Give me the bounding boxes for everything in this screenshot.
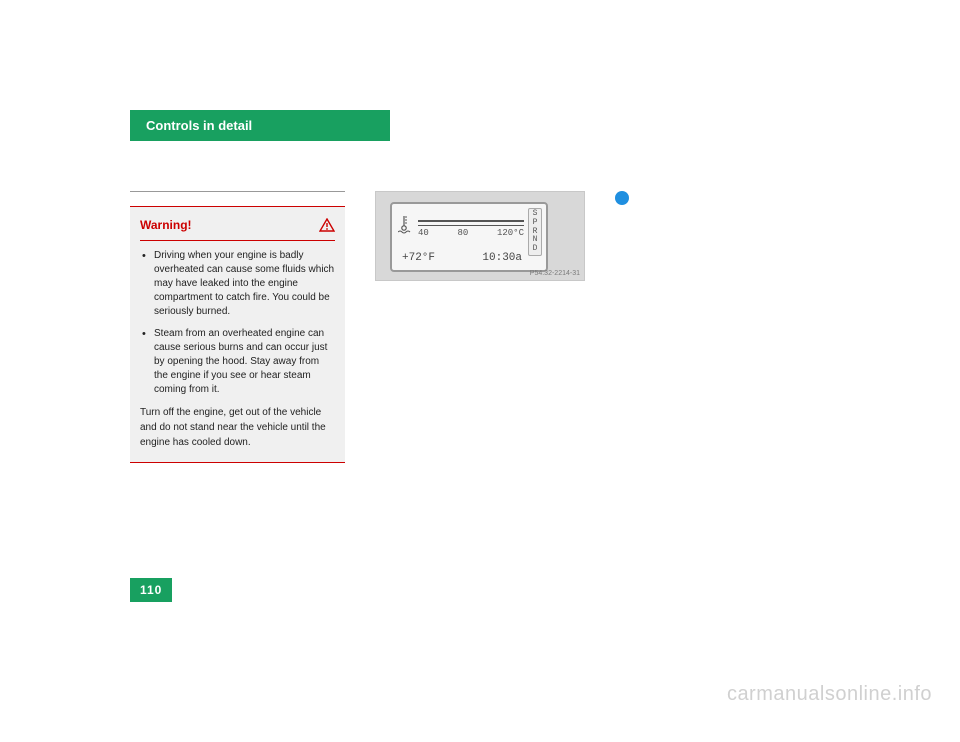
temperature-gauge: 40 80 120°C — [398, 210, 524, 244]
dashboard-display-figure: 40 80 120°C S P R N D +72°F 10: — [375, 191, 585, 281]
section-tab: Controls in detail — [130, 110, 390, 141]
section-title: Controls in detail — [146, 118, 252, 133]
figure-reference: P54.32-2214-31 — [530, 270, 580, 277]
column-left: Warning! Driving when your engine is bad… — [130, 191, 345, 463]
warning-bullet: Steam from an overheated engine can caus… — [140, 327, 335, 397]
gauge-label: 120°C — [497, 228, 524, 238]
warning-bullets: Driving when your engine is badly overhe… — [140, 249, 335, 397]
gear-indicator: S P R N D — [528, 208, 542, 256]
page-content: Controls in detail Warning! Drivi — [130, 110, 830, 463]
outside-temp: +72°F — [402, 252, 435, 264]
thermometer-icon — [398, 214, 414, 238]
gauge-bar — [418, 220, 524, 226]
column-middle: 40 80 120°C S P R N D +72°F 10: — [375, 191, 585, 463]
info-dot-icon — [615, 191, 629, 205]
page-number: 110 — [140, 583, 162, 597]
column-right — [615, 191, 815, 463]
gauge-label: 80 — [457, 228, 468, 238]
clock-time: 10:30a — [482, 252, 522, 264]
divider — [130, 191, 345, 192]
lcd-bottom-row: +72°F 10:30a — [402, 252, 522, 264]
warning-header: Warning! — [140, 217, 335, 241]
gauge-labels: 40 80 120°C — [418, 228, 524, 238]
warning-tail: Turn off the engine, get out of the vehi… — [140, 405, 335, 450]
gear-d: D — [529, 245, 541, 254]
content-columns: Warning! Driving when your engine is bad… — [130, 191, 830, 463]
watermark: carmanualsonline.info — [727, 683, 932, 706]
warning-bullet: Driving when your engine is badly overhe… — [140, 249, 335, 319]
warning-box: Warning! Driving when your engine is bad… — [130, 206, 345, 463]
page-number-box: 110 — [130, 578, 172, 602]
lcd-screen: 40 80 120°C S P R N D +72°F 10: — [390, 202, 548, 272]
warning-title: Warning! — [140, 217, 192, 234]
warning-triangle-icon — [319, 218, 335, 232]
gauge-label: 40 — [418, 228, 429, 238]
